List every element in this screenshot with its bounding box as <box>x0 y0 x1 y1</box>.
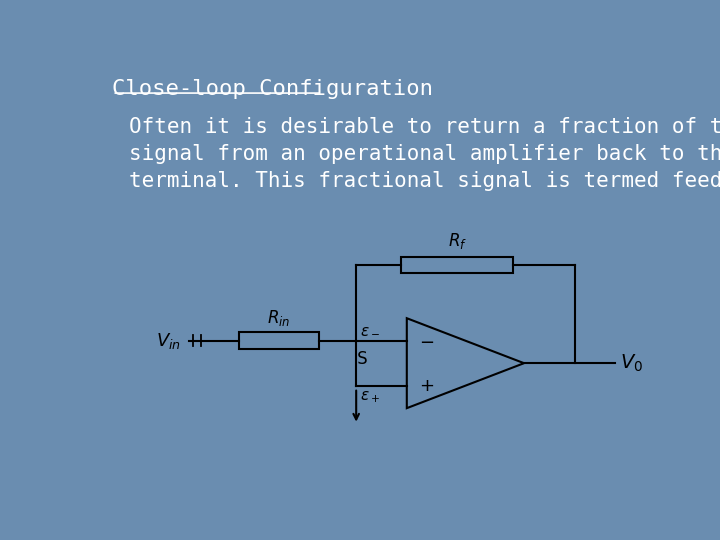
Text: $V_{in}$: $V_{in}$ <box>156 330 181 350</box>
Text: Often it is desirable to return a fraction of the output
signal from an operatio: Often it is desirable to return a fracti… <box>129 117 720 191</box>
Text: S: S <box>357 350 368 368</box>
Text: $R_f$: $R_f$ <box>448 231 467 251</box>
Bar <box>239 332 319 349</box>
Text: $R_{in}$: $R_{in}$ <box>267 308 291 328</box>
Text: $-$: $-$ <box>418 332 433 350</box>
Text: $V_0$: $V_0$ <box>620 353 643 374</box>
Text: $\varepsilon_+$: $\varepsilon_+$ <box>361 389 381 404</box>
Text: $+$: $+$ <box>418 377 433 395</box>
Text: Close-loop Configuration: Close-loop Configuration <box>112 79 433 99</box>
Bar <box>402 257 513 273</box>
Text: $\varepsilon_-$: $\varepsilon_-$ <box>361 322 381 338</box>
